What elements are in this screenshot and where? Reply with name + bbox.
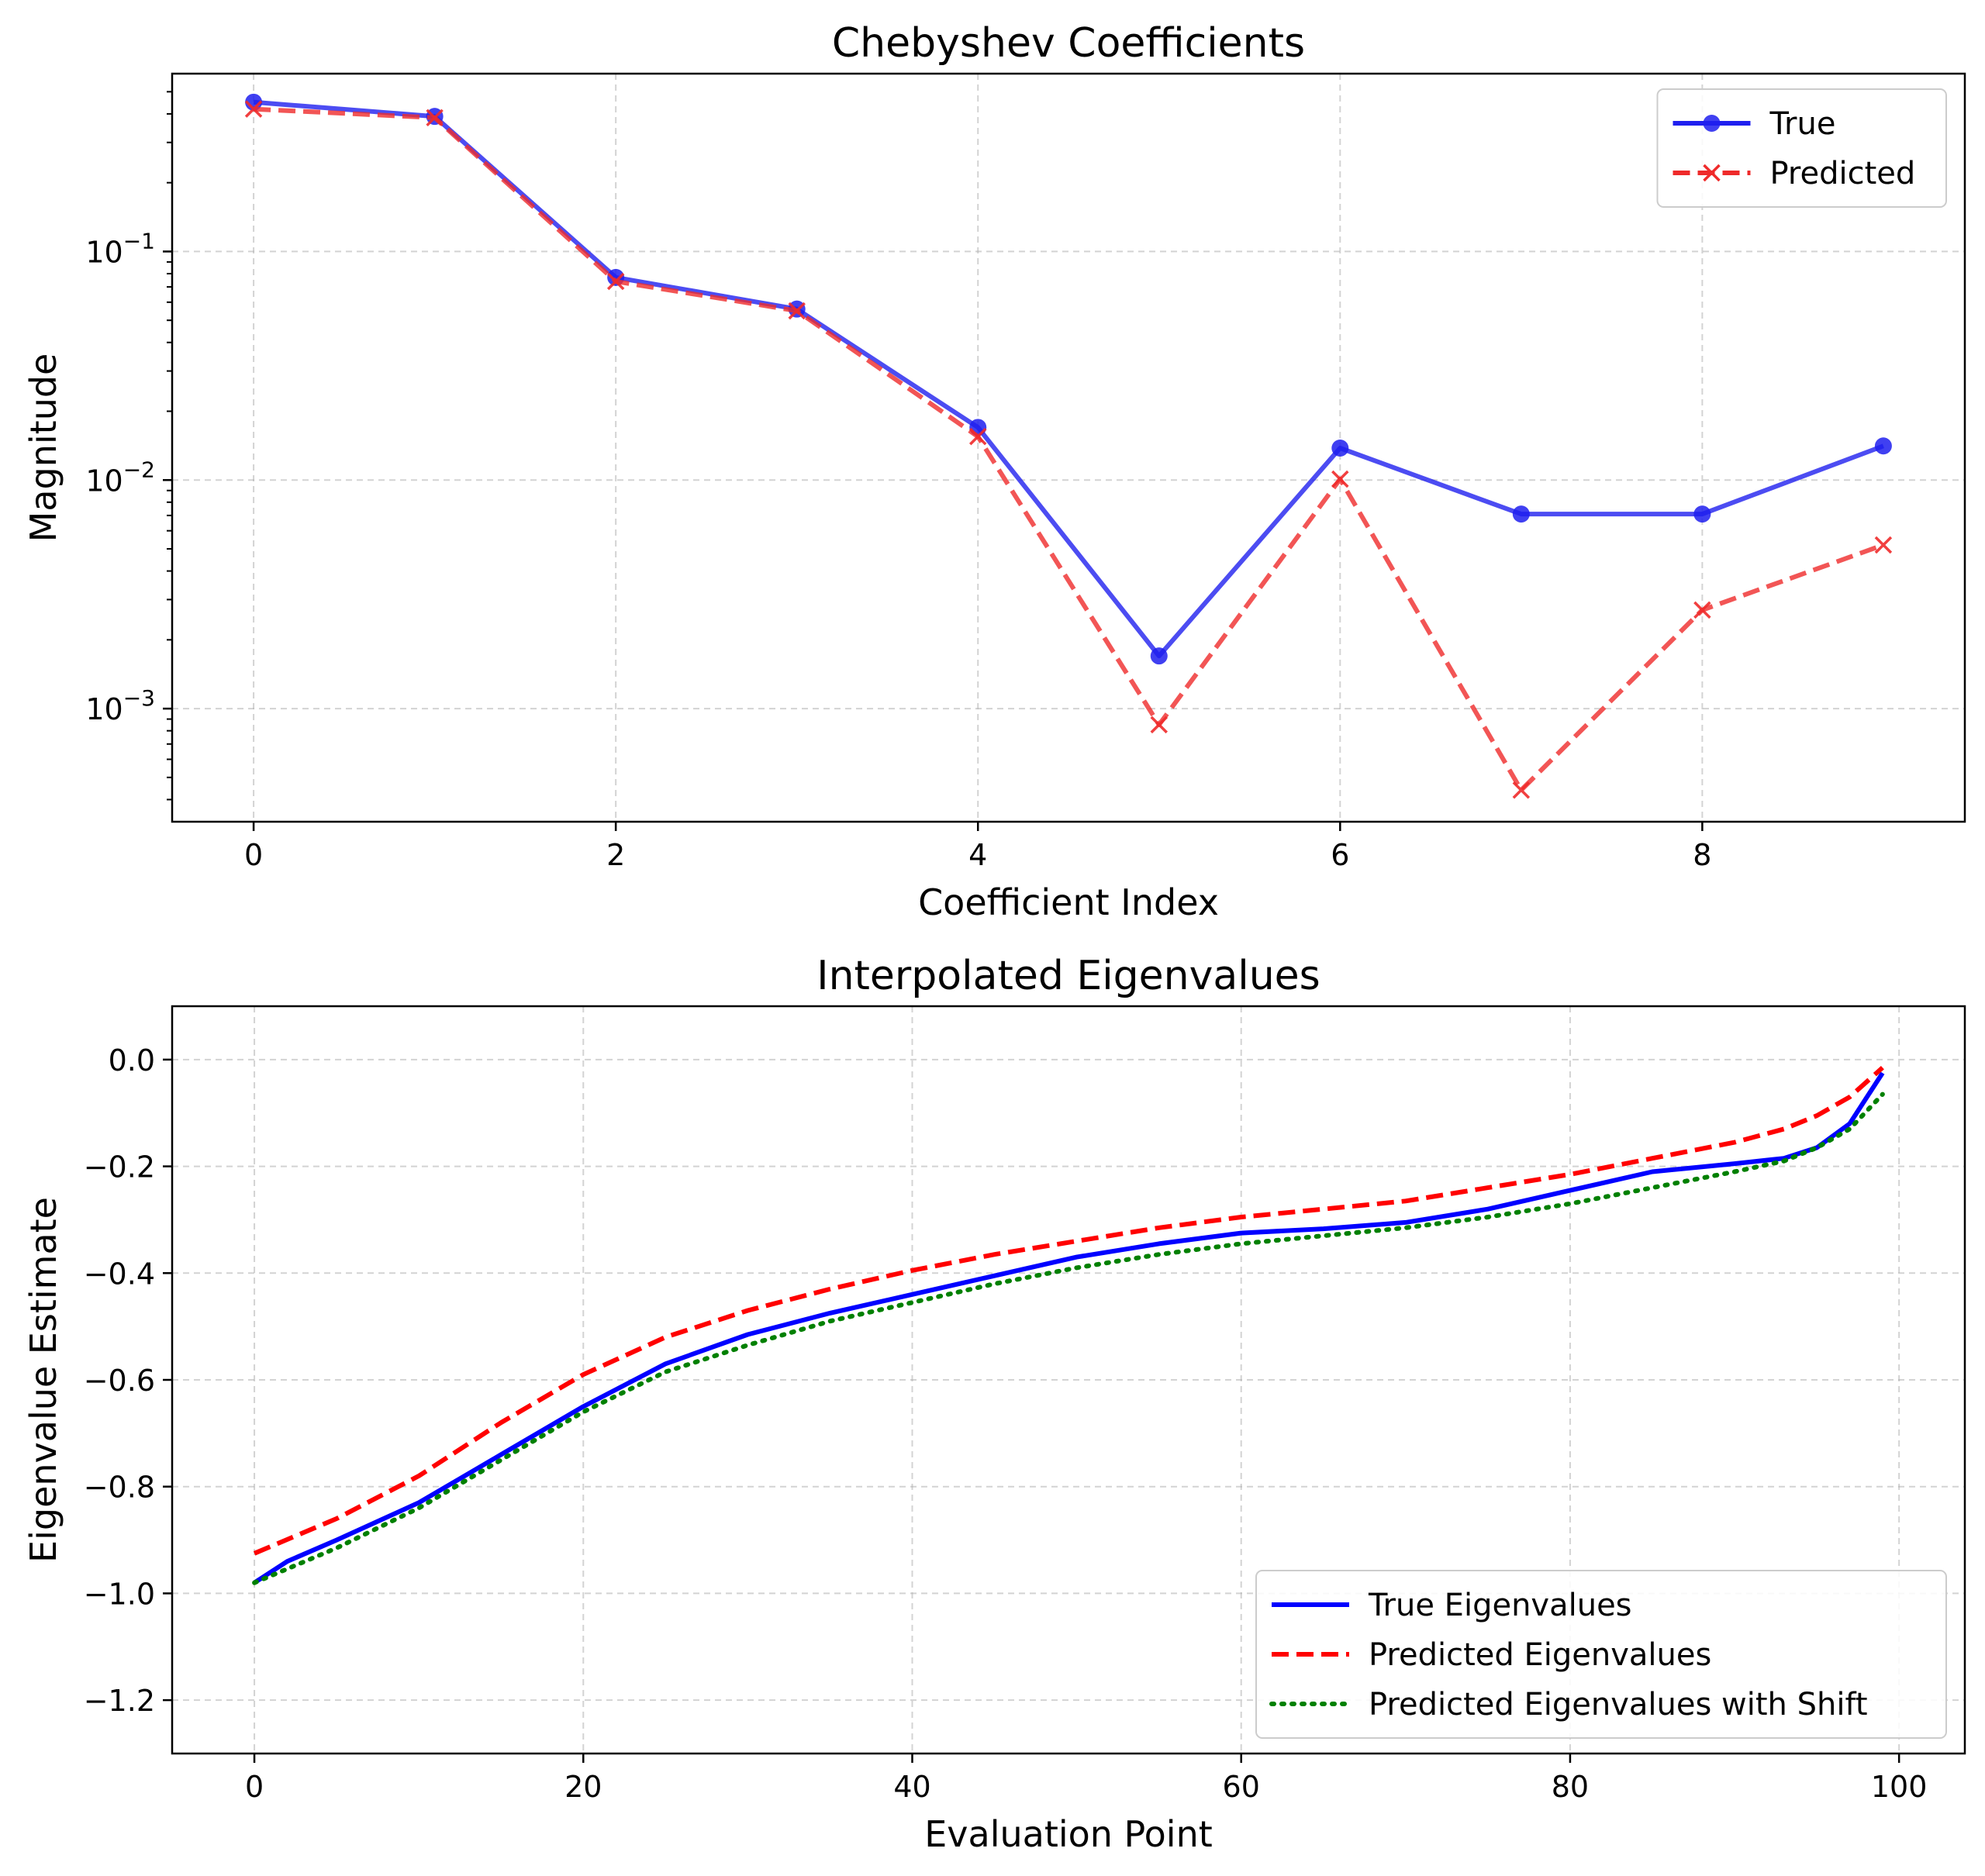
legend-marker	[1703, 115, 1721, 132]
data-point	[1150, 716, 1169, 734]
x-axis-label: Coefficient Index	[918, 881, 1219, 923]
data-point	[244, 100, 263, 118]
y-tick-label: −1.2	[84, 1684, 155, 1718]
data-point	[1331, 440, 1349, 457]
x-tick-label: 4	[968, 838, 987, 872]
y-tick-label: 0.0	[109, 1043, 155, 1078]
y-tick-label: 10−1	[85, 228, 155, 269]
x-tick-label: 6	[1331, 838, 1349, 872]
data-point	[1874, 437, 1892, 455]
chart-1: 0 2 4 6 8 10−3 10−2 10−1 Chebyshev Coefficients C…	[22, 20, 1966, 923]
y-axis-label: Magnitude	[22, 353, 64, 543]
data-point	[788, 302, 806, 320]
plot-frame	[171, 72, 1966, 823]
legend-label: Predicted Eigenvalues with Shift	[1369, 1687, 1868, 1723]
series-line-predicted-eigenvalues-with-shift	[252, 1091, 1885, 1585]
legend-box	[1656, 88, 1947, 208]
chart-2: 0 20 40 60 80 100 −1.2 −1.0 −0.8 −0.6 −0.4 −0.2 0.0 I…	[22, 953, 1966, 1855]
y-tick-label: −0.6	[84, 1364, 155, 1398]
data-point	[606, 272, 625, 291]
data-point	[968, 427, 987, 446]
y-tick-label: 10−2	[85, 457, 155, 498]
x-tick-label: 0	[244, 838, 263, 872]
legend: True Predicted	[1656, 88, 1947, 208]
x-tick-label: 80	[1552, 1770, 1589, 1804]
data-point	[1150, 647, 1168, 665]
data-point	[1693, 505, 1711, 523]
legend-box	[1255, 1570, 1947, 1739]
x-tick-label: 8	[1693, 838, 1711, 872]
grid	[172, 74, 1965, 822]
series-line-true	[253, 99, 1884, 659]
x-tick-label: 40	[893, 1770, 930, 1804]
y-tick-label: 10−3	[85, 685, 155, 726]
x-tick-label: 20	[564, 1770, 602, 1804]
chart-title: Chebyshev Coefficients	[832, 20, 1305, 67]
x-tick-label: 0	[245, 1770, 264, 1804]
chart-title: Interpolated Eigenvalues	[816, 953, 1320, 999]
data-point	[1331, 470, 1349, 488]
data-point	[426, 109, 444, 127]
series-line-true-eigenvalues	[253, 1071, 1885, 1585]
legend-label: True Eigenvalues	[1368, 1588, 1632, 1623]
y-tick-label: −0.4	[84, 1257, 155, 1291]
legend-label: True	[1769, 106, 1836, 142]
legend-marker	[1703, 164, 1721, 182]
data-point	[1874, 536, 1893, 554]
x-tick-label: 60	[1223, 1770, 1260, 1804]
data-point	[1512, 505, 1530, 523]
y-tick-label: −0.8	[84, 1471, 155, 1505]
series-line-predicted	[253, 106, 1884, 793]
legend-label: Predicted Eigenvalues	[1369, 1637, 1711, 1673]
x-axis-label: Evaluation Point	[924, 1813, 1213, 1855]
x-tick-label: 2	[606, 838, 625, 872]
legend-label: Predicted	[1770, 156, 1916, 191]
data-point	[1693, 601, 1711, 619]
y-tick-label: −1.0	[84, 1577, 155, 1611]
y-axis-label: Eigenvalue Estimate	[22, 1197, 64, 1563]
series-line-predicted-eigenvalues	[253, 1065, 1884, 1556]
data-point	[1512, 781, 1531, 799]
legend: True Eigenvalues Predicted Eigenvalues Pre…	[1255, 1570, 1947, 1739]
y-tick-label: −0.2	[84, 1150, 155, 1185]
x-tick-label: 100	[1871, 1770, 1928, 1804]
